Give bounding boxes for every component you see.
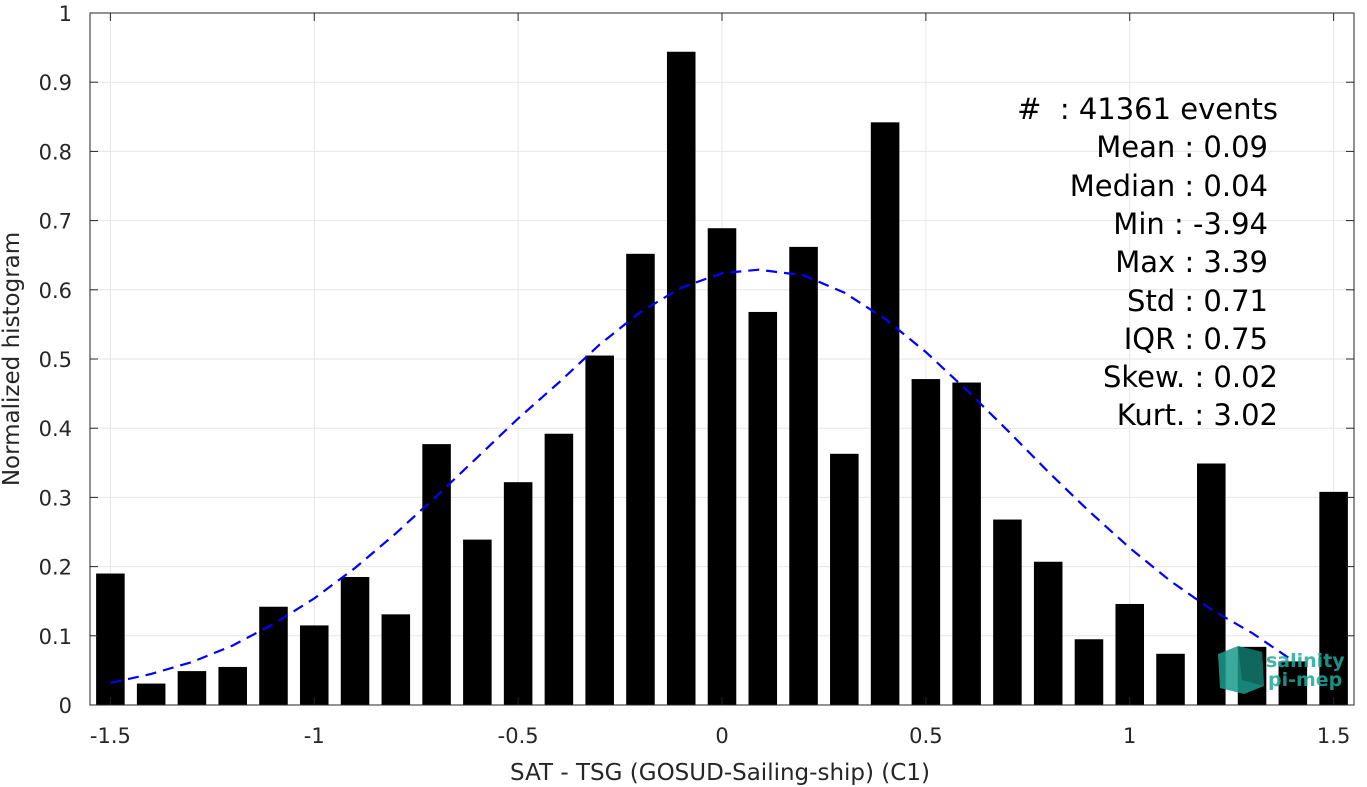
histogram-bar [218,666,247,705]
stats-skew: Skew. : 0.02 [1103,360,1278,394]
salinity-pimep-logo: salinity pi-mep [1218,646,1345,694]
histogram-bar [340,576,370,705]
histogram-bar [666,51,696,705]
histogram-bar [1074,639,1104,705]
y-tick-label: 0.4 [39,417,72,441]
histogram-bar [789,246,818,705]
stats-min: Min : -3.94 [1113,207,1268,241]
x-tick-label: -0.5 [498,724,539,748]
histogram-bar [177,671,207,705]
x-tick-label: 1.5 [1317,724,1350,748]
histogram-bar [1033,561,1063,705]
histogram-bar [96,573,125,705]
stats-std: Std : 0.71 [1127,284,1268,318]
histogram-bar [463,539,492,705]
stats-kurt: Kurt. : 3.02 [1117,398,1278,432]
histogram-bar [422,444,451,705]
histogram-bar [1319,491,1348,705]
histogram-bar [1156,653,1185,705]
y-tick-label: 0.9 [39,71,72,95]
y-tick-label: 0.8 [39,140,72,164]
histogram-bar [544,433,574,705]
histogram-bar [136,683,166,705]
y-tick-label: 0 [59,694,72,718]
histogram-bar [381,614,411,705]
x-tick-label: 0.5 [909,724,942,748]
histogram-bars [96,51,1348,706]
statistics-panel: # : 41361 events Mean : 0.09 Median : 0.… [1017,92,1278,432]
stats-max: Max : 3.39 [1115,245,1268,279]
logo-line2: pi-mep [1268,669,1342,691]
stats-median: Median : 0.04 [1070,169,1268,203]
histogram-bar [707,228,737,705]
y-tick-label: 0.6 [39,279,72,303]
y-axis-ticks: 0 0.1 0.2 0.3 0.4 0.5 0.6 0.7 0.8 0.9 1 [39,2,1354,718]
histogram-bar [870,122,900,705]
x-tick-label: 1 [1123,724,1136,748]
logo-cube-face-icon [1238,646,1264,686]
stats-count: # : 41361 events [1017,92,1278,126]
stats-mean: Mean : 0.09 [1096,130,1268,164]
y-tick-label: 0.5 [39,348,72,372]
x-tick-label: 0 [715,724,728,748]
histogram-bar [259,606,288,705]
x-tick-label: -1.5 [90,724,131,748]
y-tick-label: 0.3 [39,486,72,510]
stats-iqr: IQR : 0.75 [1124,322,1268,356]
histogram-bar [585,355,614,705]
x-axis-label: SAT - TSG (GOSUD-Sailing-ship) (C1) [510,760,930,786]
histogram-bar [299,625,329,705]
logo-line1: salinity [1266,650,1345,672]
x-tick-label: -1 [304,724,325,748]
histogram-bar [626,253,655,706]
histogram-bar [1278,661,1308,705]
histogram-bar [503,482,533,705]
histogram-bar [1115,603,1145,705]
histogram-bar [993,519,1022,705]
histogram-bar [911,379,941,705]
histogram-bar [830,453,859,705]
histogram-bar [748,311,778,705]
y-axis-label: Normalized histogram [0,232,25,486]
histogram-bar [952,382,981,705]
y-tick-label: 0.7 [39,210,72,234]
x-axis-ticks: -1.5 -1 -0.5 0 0.5 1 1.5 [90,13,1350,748]
y-tick-label: 1 [59,2,72,26]
y-tick-label: 0.1 [39,625,72,649]
y-tick-label: 0.2 [39,556,72,580]
normal-fit-curve [110,268,1294,684]
